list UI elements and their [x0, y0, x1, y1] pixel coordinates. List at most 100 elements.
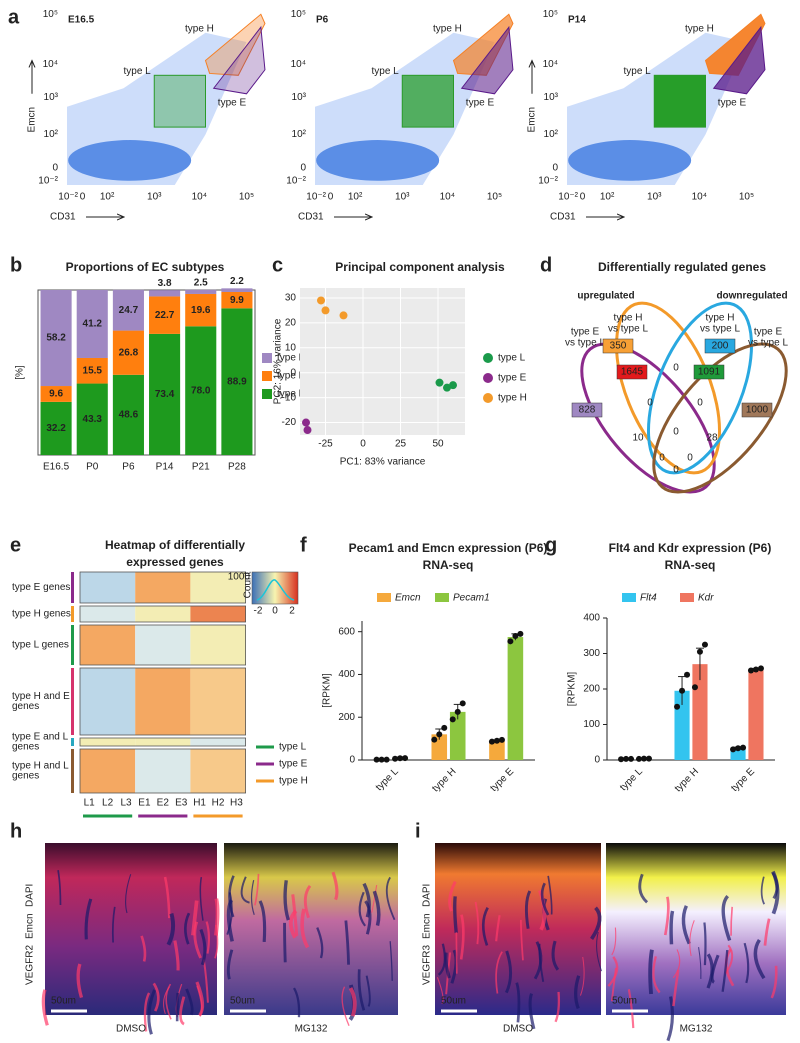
vessel-texture	[681, 905, 691, 945]
y-tick-label: 0	[552, 162, 558, 173]
bar-segment	[185, 293, 217, 327]
bar-segment	[40, 386, 72, 402]
x-tick-label: 10³	[647, 192, 662, 203]
legend-label: type E	[279, 759, 308, 770]
vessel-texture	[721, 949, 729, 992]
venn-count: 1091	[698, 367, 721, 378]
vessel-texture	[574, 975, 581, 1010]
gate-label: type L	[372, 66, 400, 77]
bar-segment	[185, 326, 217, 455]
venn-count: 28	[706, 433, 718, 444]
vessel-texture	[111, 906, 116, 943]
y-tick-label: 10⁻²	[38, 175, 58, 186]
value-label: 26.8	[119, 347, 139, 358]
vessel-texture	[770, 965, 778, 999]
venn-count: 10	[632, 433, 644, 444]
row-group-label: type E genes	[12, 582, 70, 593]
y-tick-label: 10³	[44, 92, 59, 103]
replicate-dot	[402, 755, 409, 762]
gate-label: type E	[466, 98, 495, 109]
x-tick-label: P28	[228, 462, 246, 473]
y-tick-label: 10⁵	[543, 9, 558, 20]
heatmap-frame	[79, 624, 247, 666]
legend-label: type L	[277, 389, 305, 400]
bar-segment	[221, 291, 253, 309]
replicate-dot	[628, 755, 635, 762]
y-tick-label: 10³	[544, 92, 559, 103]
column-label: H3	[230, 798, 243, 809]
venn-set-label: type E	[571, 327, 600, 338]
x-axis-label: CD31	[550, 212, 576, 223]
y-tick-label: 10⁴	[43, 59, 58, 70]
vessel-texture	[316, 927, 324, 959]
vessel-texture	[362, 882, 371, 918]
vessel-texture	[254, 873, 260, 906]
legend-label: type H	[279, 776, 308, 787]
vessel-texture	[365, 975, 371, 1007]
vessel-texture	[515, 982, 521, 1023]
y-axis-label: Emcn	[27, 107, 38, 133]
x-tick-label: 10⁵	[239, 192, 254, 203]
legend-marker	[483, 373, 493, 383]
venn-count: 1645	[621, 367, 644, 378]
cell-cloud-core	[316, 140, 440, 181]
legend-label: type H	[498, 393, 527, 404]
replicate-dot	[691, 684, 698, 691]
venn-count: 0	[687, 453, 693, 464]
vessel-texture	[771, 871, 779, 900]
vessel-texture	[710, 954, 720, 984]
x-tick-label: type E	[488, 766, 516, 794]
gate-label: type E	[218, 98, 247, 109]
legend-swatch	[262, 389, 272, 399]
vessel-texture	[258, 900, 267, 943]
x-tick-label: 10⁵	[739, 192, 754, 203]
vessel-texture	[371, 884, 378, 913]
value-label: 48.6	[119, 410, 139, 421]
legend-marker	[483, 353, 493, 363]
panel-letter: e	[10, 534, 21, 556]
plot-title: E16.5	[68, 15, 95, 26]
value-label: 2.2	[230, 276, 244, 287]
bar-segment	[149, 290, 181, 297]
condition-label: MG132	[680, 1024, 713, 1035]
heatmap-frame	[79, 737, 247, 747]
heatmap-block	[190, 606, 246, 622]
heatmap-block	[80, 668, 136, 735]
y-tick-label: -20	[282, 417, 297, 428]
heatmap-block	[80, 625, 136, 665]
condition-label: DMSO	[503, 1024, 533, 1035]
y-tick-label: 10⁻²	[286, 175, 306, 186]
scale-bar-label: 50um	[230, 996, 255, 1007]
heatmap-title: expressed genes	[126, 555, 224, 569]
y-axis-label: Emcn	[527, 107, 538, 133]
vessel-texture	[303, 884, 312, 919]
value-label: 3.8	[158, 278, 172, 289]
legend-label: type L	[498, 353, 526, 364]
gate-type-l	[401, 74, 454, 128]
y-tick-label: 0	[300, 162, 306, 173]
venn-set-label: type E	[754, 327, 783, 338]
vessel-texture	[214, 924, 219, 959]
point	[443, 383, 451, 392]
row-color-bar	[71, 738, 74, 746]
vessel-texture	[703, 922, 707, 966]
x-tick-label: 10³	[395, 192, 410, 203]
point	[321, 306, 330, 315]
venn-count: 0	[647, 398, 653, 409]
replicate-dot	[674, 703, 681, 710]
y-axis-label: [RPKM]	[567, 672, 578, 707]
vessel-texture	[730, 906, 733, 936]
vessel-texture	[163, 876, 171, 919]
bar	[507, 637, 524, 760]
venn-set-label: vs type L	[608, 324, 648, 335]
vessel-texture	[590, 906, 602, 940]
venn-set-label: type H	[706, 313, 735, 324]
replicate-dot	[454, 708, 461, 715]
heatmap-block	[190, 572, 246, 603]
heatmap-frame	[79, 748, 247, 794]
heatmap-frame	[79, 667, 247, 736]
count-box	[571, 402, 603, 418]
heatmap-frame	[79, 605, 247, 623]
column-label: L3	[120, 798, 132, 809]
